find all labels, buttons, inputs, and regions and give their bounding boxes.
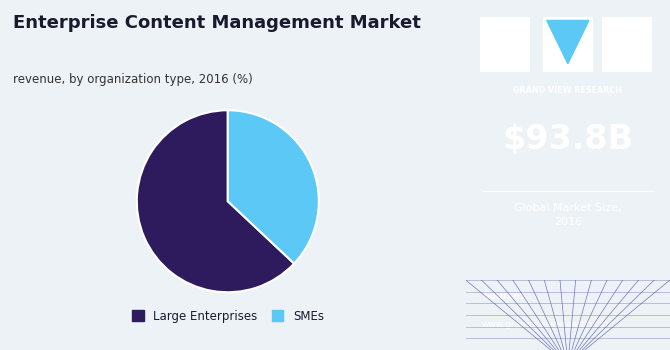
Text: revenue, by organization type, 2016 (%): revenue, by organization type, 2016 (%) xyxy=(13,74,253,86)
Text: Global Market Size,
2016: Global Market Size, 2016 xyxy=(514,203,622,227)
Polygon shape xyxy=(547,21,589,64)
Text: GRAND VIEW RESEARCH: GRAND VIEW RESEARCH xyxy=(513,86,622,95)
Text: www.grandviewresearch.com: www.grandviewresearch.com xyxy=(482,320,615,329)
Text: $93.8B: $93.8B xyxy=(502,124,633,156)
Text: Source:: Source: xyxy=(482,291,524,301)
FancyBboxPatch shape xyxy=(543,17,593,72)
Text: Enterprise Content Management Market: Enterprise Content Management Market xyxy=(13,14,421,32)
Legend: Large Enterprises, SMEs: Large Enterprises, SMEs xyxy=(132,310,324,323)
FancyBboxPatch shape xyxy=(480,17,529,72)
Wedge shape xyxy=(228,110,319,264)
Wedge shape xyxy=(137,110,294,292)
FancyBboxPatch shape xyxy=(602,17,652,72)
